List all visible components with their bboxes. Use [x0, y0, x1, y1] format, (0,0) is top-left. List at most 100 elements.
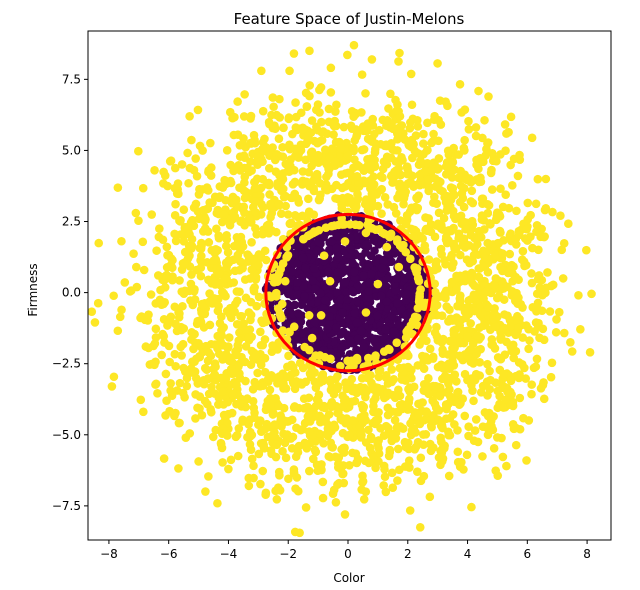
- scatter-point-class-1: [161, 369, 171, 379]
- scatter-point-class-1: [196, 263, 206, 273]
- scatter-point-class-1: [390, 393, 400, 403]
- scatter-point-class-0: [332, 288, 342, 298]
- scatter-point-class-1: [163, 181, 172, 191]
- scatter-point-class-1: [244, 420, 253, 429]
- scatter-point-class-1: [224, 464, 233, 474]
- scatter-point-class-1: [456, 166, 465, 176]
- scatter-point-class-1: [224, 333, 234, 342]
- scatter-point-class-1: [514, 293, 523, 302]
- scatter-point-class-0: [342, 295, 352, 304]
- scatter-point-class-1: [186, 219, 196, 228]
- scatter-point-class-1: [244, 481, 254, 491]
- scatter-point-class-1: [343, 168, 353, 178]
- scatter-point-class-1: [483, 200, 493, 209]
- scatter-point-class-1: [436, 244, 446, 254]
- scatter-point-class-1: [251, 351, 261, 360]
- scatter-point-class-1: [429, 129, 438, 139]
- scatter-point-class-1: [174, 189, 183, 199]
- x-tick-label: 2: [404, 547, 412, 561]
- scatter-point-class-1: [438, 345, 447, 355]
- scatter-point-class-1: [412, 193, 421, 203]
- scatter-point-class-1: [526, 210, 535, 220]
- scatter-point-class-1: [464, 116, 473, 126]
- scatter-point-class-1: [531, 362, 541, 371]
- scatter-point-class-1: [302, 102, 312, 111]
- scatter-point-class-1: [370, 129, 379, 139]
- scatter-point-class-1: [171, 361, 180, 371]
- scatter-point-class-1: [226, 178, 236, 188]
- scatter-point-class-1: [290, 178, 299, 187]
- scatter-point-class-1: [197, 410, 207, 420]
- scatter-point-class-1: [516, 299, 526, 309]
- scatter-point-class-1: [216, 337, 225, 346]
- scatter-point-class-1: [517, 255, 527, 264]
- scatter-point-class-1: [449, 396, 459, 405]
- scatter-point-class-1: [298, 363, 308, 373]
- scatter-point-class-1: [498, 279, 508, 288]
- scatter-point-class-0: [377, 263, 387, 273]
- scatter-point-class-1: [455, 338, 465, 348]
- scatter-point-class-1: [270, 155, 280, 165]
- scatter-point-class-1: [406, 177, 415, 187]
- scatter-point-class-1: [170, 411, 179, 421]
- scatter-point-class-1: [404, 384, 413, 394]
- scatter-point-class-1: [283, 362, 292, 372]
- scatter-point-class-1: [466, 230, 476, 240]
- scatter-point-class-1: [260, 335, 270, 344]
- scatter-point-class-1: [413, 148, 423, 158]
- scatter-point-class-1: [301, 377, 311, 387]
- scatter-point-class-1: [291, 112, 301, 122]
- scatter-point-class-1: [315, 179, 325, 188]
- scatter-point-class-1: [256, 479, 265, 489]
- scatter-point-class-1: [415, 523, 425, 532]
- scatter-point-class-1: [326, 375, 335, 385]
- scatter-point-class-1: [367, 55, 377, 64]
- scatter-point-class-1: [533, 174, 543, 184]
- scatter-point-class-1: [249, 461, 258, 471]
- scatter-point-class-1: [419, 139, 428, 148]
- scatter-point-class-1: [214, 301, 223, 311]
- scatter-point-class-1: [406, 254, 415, 264]
- scatter-point-class-1: [164, 341, 174, 351]
- scatter-point-class-1: [466, 197, 476, 206]
- scatter-point-class-1: [499, 369, 508, 379]
- scatter-point-class-1: [357, 430, 366, 440]
- scatter-point-class-1: [198, 146, 207, 155]
- scatter-point-class-1: [567, 347, 577, 356]
- scatter-point-class-1: [429, 304, 439, 314]
- scatter-point-class-1: [492, 293, 502, 303]
- scatter-point-class-1: [444, 317, 453, 326]
- scatter-point-class-1: [473, 437, 483, 447]
- scatter-point-class-1: [479, 321, 488, 331]
- scatter-point-class-1: [235, 374, 245, 383]
- scatter-point-class-1: [223, 248, 233, 257]
- scatter-point-class-1: [531, 318, 541, 327]
- scatter-point-class-1: [470, 426, 480, 435]
- scatter-point-class-1: [313, 150, 323, 160]
- scatter-point-class-1: [345, 430, 354, 440]
- scatter-point-class-0: [300, 292, 309, 301]
- scatter-point-class-1: [361, 228, 371, 238]
- scatter-point-class-1: [475, 264, 485, 273]
- scatter-point-class-1: [503, 387, 512, 397]
- scatter-point-class-1: [229, 130, 239, 140]
- y-axis-label: Firmness: [26, 263, 40, 316]
- scatter-point-class-1: [411, 428, 420, 437]
- scatter-point-class-0: [336, 329, 346, 339]
- scatter-point-class-1: [235, 265, 244, 275]
- scatter-point-class-1: [138, 183, 148, 193]
- scatter-point-class-1: [278, 184, 288, 194]
- scatter-point-class-1: [117, 236, 126, 246]
- scatter-point-class-1: [514, 373, 524, 383]
- scatter-point-class-1: [346, 121, 356, 131]
- scatter-point-class-1: [413, 303, 423, 313]
- scatter-point-class-1: [409, 231, 418, 241]
- scatter-point-class-1: [270, 420, 279, 429]
- scatter-point-class-1: [527, 278, 537, 288]
- scatter-point-class-1: [246, 157, 255, 166]
- scatter-point-class-1: [281, 453, 291, 463]
- scatter-point-class-1: [285, 66, 294, 76]
- scatter-point-class-1: [306, 148, 316, 157]
- scatter-point-class-1: [392, 338, 402, 347]
- scatter-point-class-1: [447, 277, 457, 287]
